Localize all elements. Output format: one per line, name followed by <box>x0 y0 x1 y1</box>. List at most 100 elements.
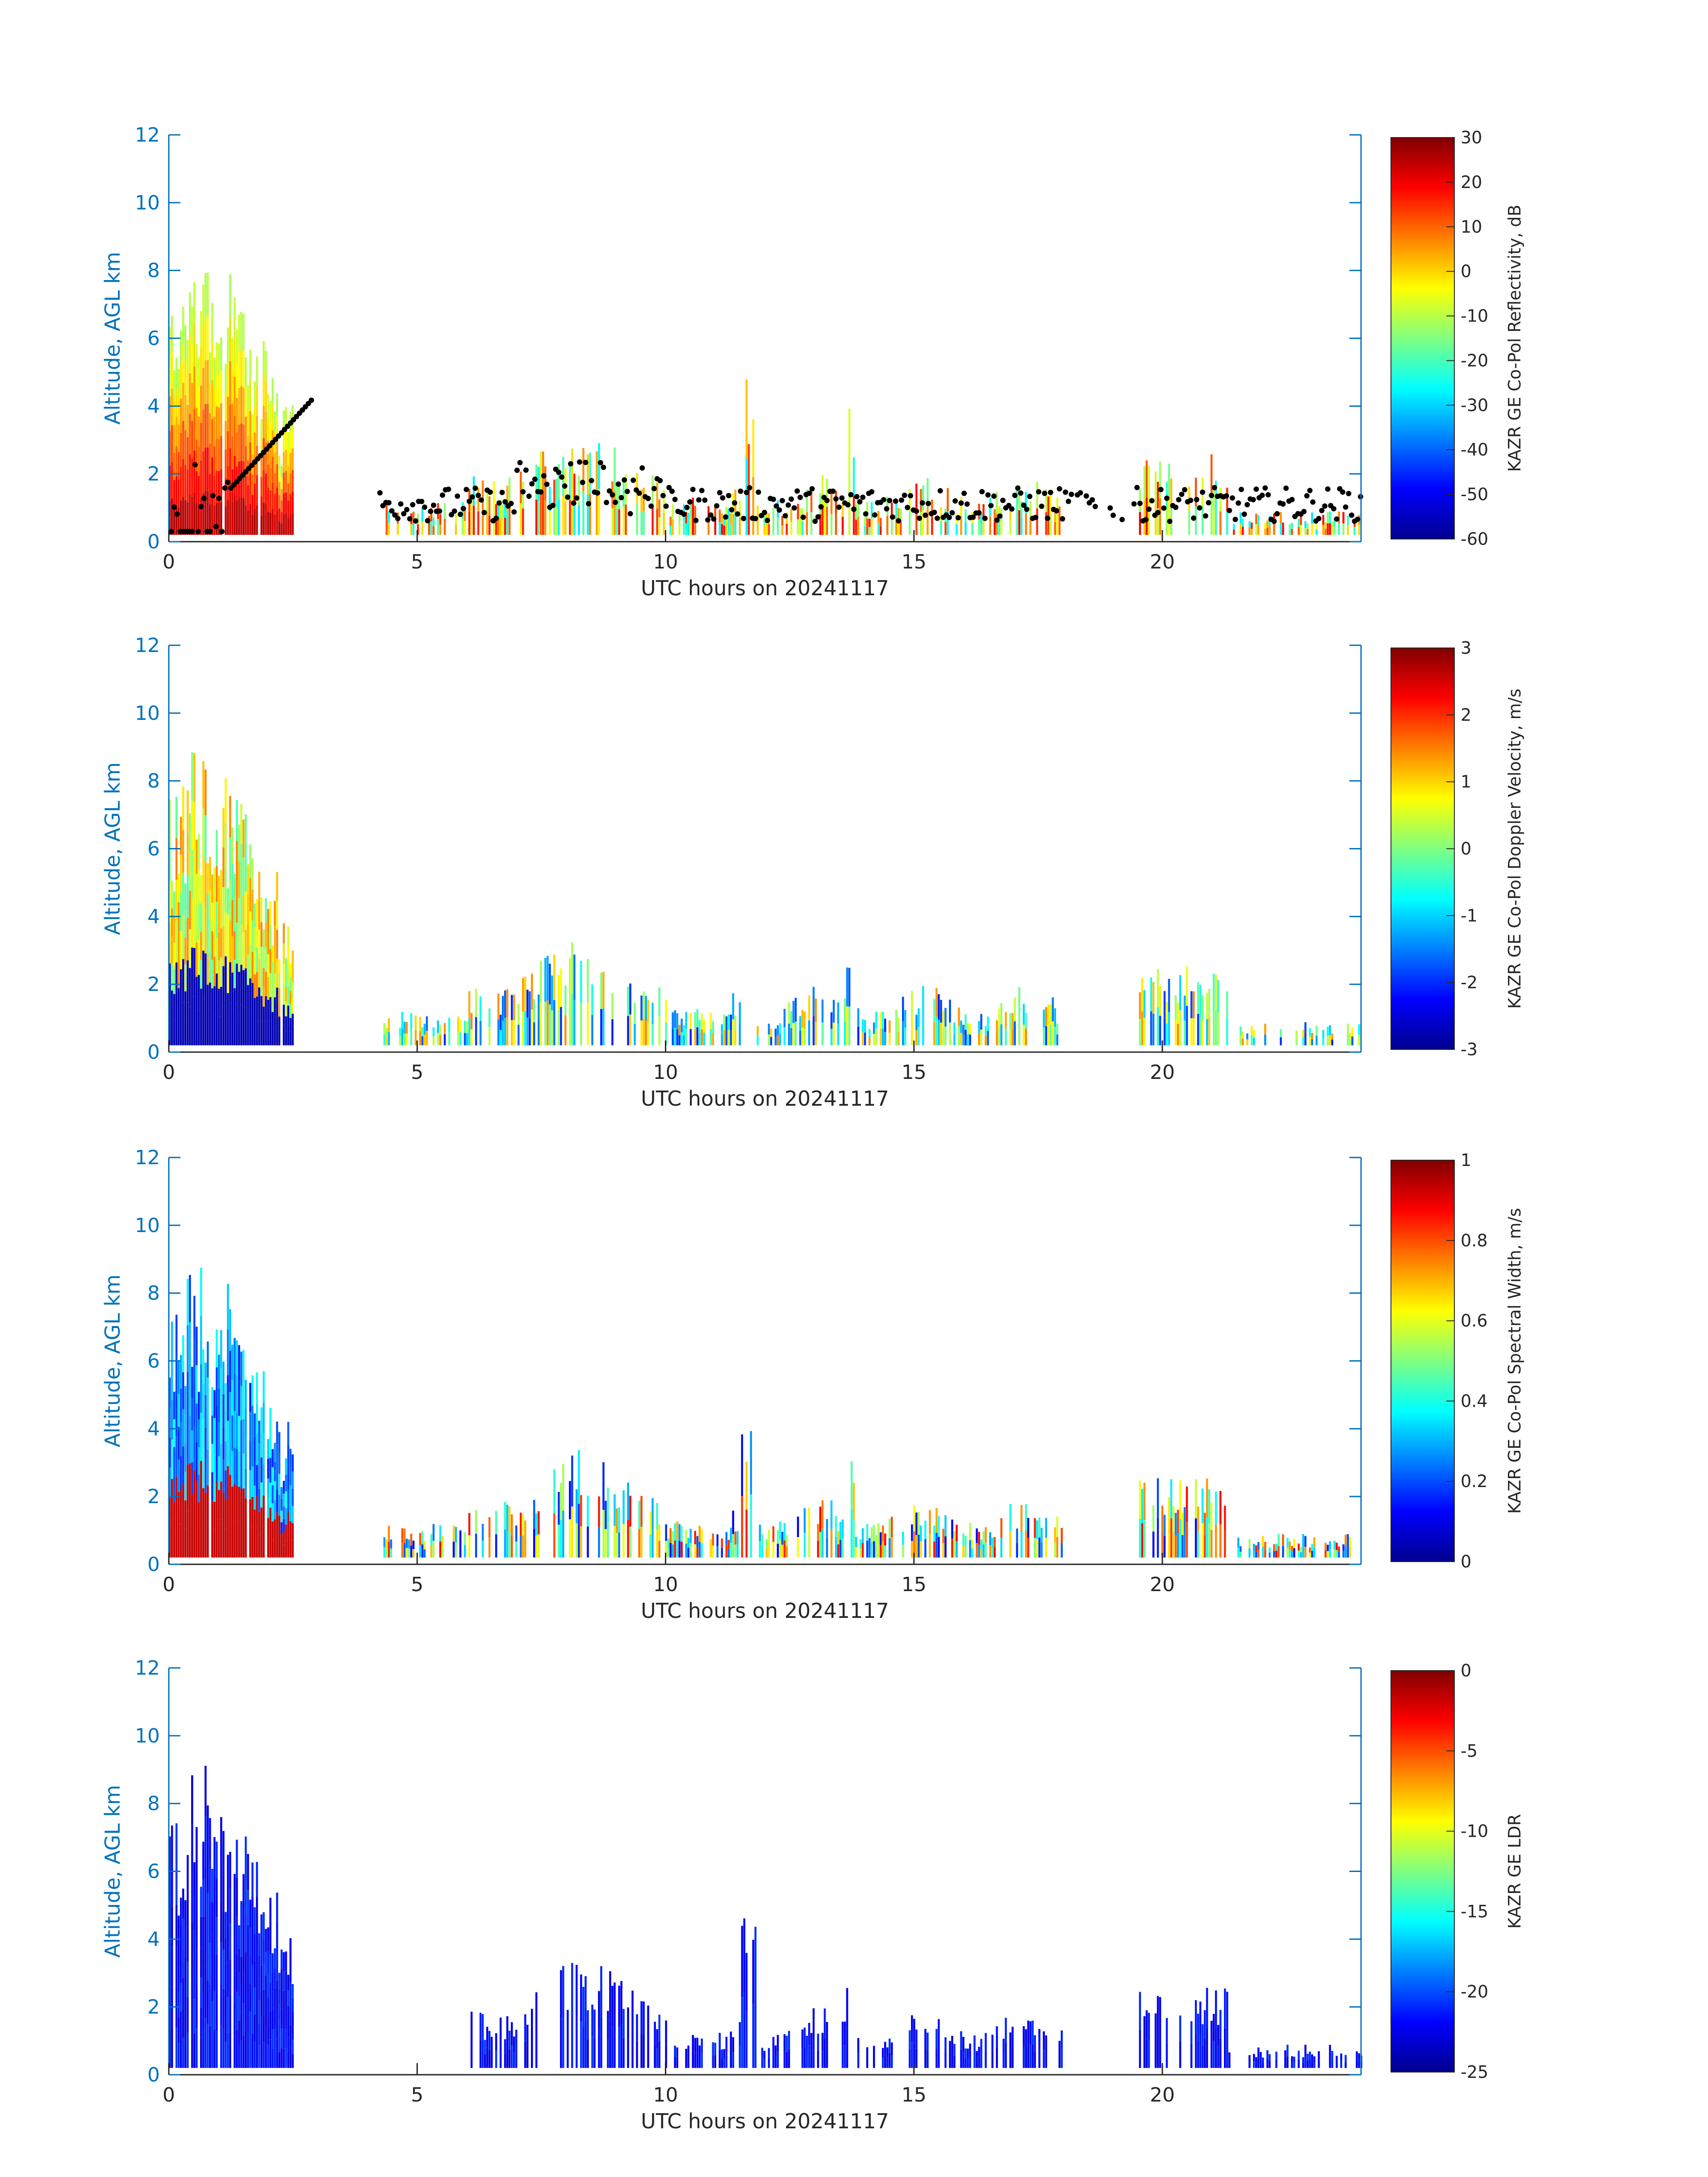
heatmap-field <box>169 1267 1351 1558</box>
colorbar-tick-label: -25 <box>1461 2062 1488 2082</box>
colorbar-tick-label: -10 <box>1461 1822 1488 1841</box>
colorbar-tick-label: 10 <box>1461 217 1482 237</box>
colorbar-tick-label: -30 <box>1461 395 1488 415</box>
y-tick-label: 10 <box>135 702 160 725</box>
colorbar-tick-label: -60 <box>1461 529 1488 549</box>
x-tick-label: 20 <box>1150 2084 1175 2106</box>
colorbar-tick-label: -15 <box>1461 1901 1488 1921</box>
y-axis-label: Altitude, AGL km <box>100 1785 125 1958</box>
y-tick-label: 6 <box>147 1350 160 1373</box>
colorbar-label: KAZR GE LDR <box>1505 1814 1524 1929</box>
colorbar <box>1391 648 1455 1050</box>
colorbar-tick-label: -20 <box>1461 1982 1488 2002</box>
colorbar-tick-label: 0 <box>1461 1552 1471 1571</box>
y-tick-label: 0 <box>147 1553 160 1576</box>
y-tick-label: 0 <box>147 2064 160 2086</box>
x-tick-label: 20 <box>1150 1061 1175 1084</box>
colorbar-tick-label: 0.2 <box>1461 1471 1487 1491</box>
colorbar-tick-label: 0.4 <box>1461 1391 1487 1411</box>
heatmap-field <box>169 1766 1362 2068</box>
y-tick-label: 0 <box>147 1041 160 1064</box>
colorbar-tick-label: -50 <box>1461 485 1488 504</box>
y-tick-label: 2 <box>147 463 160 485</box>
colorbar <box>1391 137 1455 539</box>
colorbar-tick-label: 1 <box>1461 1150 1471 1170</box>
y-tick-label: 0 <box>147 531 160 553</box>
x-tick-label: 10 <box>653 551 678 573</box>
y-tick-label: 8 <box>147 1282 160 1305</box>
x-tick-label: 5 <box>411 1573 423 1596</box>
x-tick-label: 5 <box>411 2084 423 2106</box>
x-tick-label: 10 <box>653 1573 678 1596</box>
colorbar-tick-label: -10 <box>1461 306 1488 326</box>
x-tick-label: 20 <box>1150 1573 1175 1596</box>
y-axis-label: Altitude, AGL km <box>100 252 125 425</box>
y-tick-label: 4 <box>147 1928 160 1951</box>
colorbar-tick-label: 30 <box>1461 128 1482 147</box>
colorbar-tick-label: 1 <box>1461 772 1471 792</box>
x-tick-label: 0 <box>163 551 175 573</box>
colorbar-tick-label: -2 <box>1461 973 1478 992</box>
colorbar-tick-label: 2 <box>1461 705 1471 725</box>
colorbar <box>1391 1670 1455 2073</box>
y-tick-label: 8 <box>147 259 160 282</box>
y-tick-label: 6 <box>147 1860 160 1883</box>
colorbar-tick-label: 0 <box>1461 1661 1471 1680</box>
x-axis-label: UTC hours on 20241117 <box>641 2109 889 2133</box>
y-tick-label: 6 <box>147 327 160 350</box>
y-tick-label: 8 <box>147 1793 160 1815</box>
x-tick-label: 5 <box>411 551 423 573</box>
colorbar-tick-label: -1 <box>1461 906 1478 925</box>
x-tick-label: 15 <box>902 1573 927 1596</box>
y-tick-label: 2 <box>147 1996 160 2018</box>
heatmap-field <box>169 752 1360 1045</box>
x-axis-label: UTC hours on 20241117 <box>641 576 889 600</box>
x-tick-label: 5 <box>411 1061 423 1084</box>
colorbar-tick-label: -40 <box>1461 440 1488 460</box>
colorbar-tick-label: 0 <box>1461 839 1471 859</box>
x-tick-label: 0 <box>163 1061 175 1084</box>
x-tick-label: 0 <box>163 2084 175 2106</box>
y-tick-label: 4 <box>147 395 160 418</box>
colorbar-tick-label: 3 <box>1461 638 1471 658</box>
colorbar-label: KAZR GE Co-Pol Reflectivity, dB <box>1505 205 1524 472</box>
colorbar-tick-label: 0.8 <box>1461 1231 1487 1250</box>
chart-panel-4: 0 2 4 6 8 10 12 0 5 10 15 20 UTC hours on 20241117 Al… <box>100 1657 1524 2133</box>
y-tick-label: 12 <box>135 634 160 657</box>
y-axis-label: Altitude, AGL km <box>100 1274 125 1447</box>
y-tick-label: 12 <box>135 124 160 146</box>
x-axis-label: UTC hours on 20241117 <box>641 1599 889 1623</box>
y-tick-label: 10 <box>135 1725 160 1747</box>
colorbar-tick-label: 20 <box>1461 172 1482 192</box>
x-tick-label: 20 <box>1150 551 1175 573</box>
y-axis-label: Altitude, AGL km <box>100 762 125 935</box>
y-tick-label: 10 <box>135 1214 160 1237</box>
cloud-base-points <box>168 397 1363 535</box>
y-tick-label: 6 <box>147 838 160 861</box>
y-tick-label: 4 <box>147 905 160 928</box>
x-axis-label: UTC hours on 20241117 <box>641 1086 889 1111</box>
chart-panel-1: 0 2 4 6 8 10 12 0 5 10 15 20 UTC hours on 20241117 Al… <box>100 124 1524 600</box>
y-tick-label: 8 <box>147 770 160 793</box>
colorbar-label: KAZR GE Co-Pol Doppler Velocity, m/s <box>1505 689 1524 1009</box>
y-tick-label: 12 <box>135 1146 160 1169</box>
y-tick-label: 12 <box>135 1657 160 1680</box>
x-tick-label: 15 <box>902 1061 927 1084</box>
colorbar-tick-label: 0.6 <box>1461 1311 1487 1331</box>
y-tick-label: 10 <box>135 192 160 214</box>
x-tick-label: 15 <box>902 2084 927 2106</box>
x-tick-label: 15 <box>902 551 927 573</box>
y-tick-label: 2 <box>147 973 160 996</box>
y-tick-label: 4 <box>147 1417 160 1440</box>
y-tick-label: 2 <box>147 1485 160 1508</box>
colorbar-label: KAZR GE Co-Pol Spectral Width, m/s <box>1505 1208 1524 1514</box>
x-tick-label: 0 <box>163 1573 175 1596</box>
colorbar-tick-label: 0 <box>1461 262 1471 281</box>
x-tick-label: 10 <box>653 1061 678 1084</box>
colorbar-tick-label: -3 <box>1461 1040 1478 1059</box>
colorbar-tick-label: -20 <box>1461 351 1488 370</box>
colorbar <box>1391 1160 1455 1562</box>
